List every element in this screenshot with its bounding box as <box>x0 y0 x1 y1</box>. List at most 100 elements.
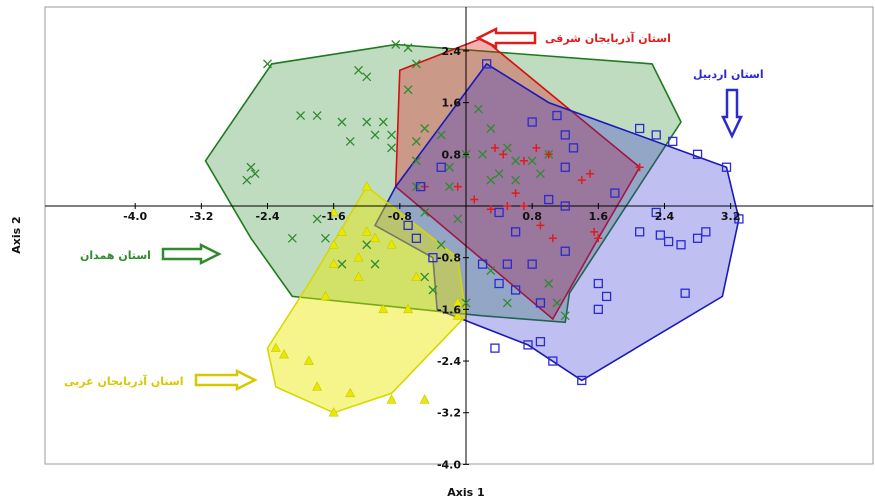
data-point-series-2 <box>560 130 570 140</box>
data-point-series-0 <box>511 156 521 166</box>
data-point-series-0 <box>420 124 430 133</box>
data-point-series-2 <box>701 227 711 237</box>
x-axis-title: Axis 1 <box>447 486 484 499</box>
data-point-series-1 <box>490 143 499 152</box>
data-point-series-1 <box>577 176 586 185</box>
y-tick-label: -1.6 <box>437 303 461 316</box>
data-point-series-0 <box>502 143 512 153</box>
y-tick-label: 1.6 <box>442 97 462 110</box>
data-point-series-0 <box>403 85 413 95</box>
data-point-series-0 <box>544 279 554 288</box>
data-point-series-2 <box>436 162 446 172</box>
data-point-series-3 <box>370 232 381 243</box>
data-point-series-0 <box>391 40 401 49</box>
arrow-down-icon <box>721 88 743 139</box>
data-point-series-3 <box>328 258 339 268</box>
data-point-series-1 <box>536 221 545 230</box>
data-point-series-2 <box>560 201 570 211</box>
data-point-series-0 <box>296 111 306 121</box>
data-point-series-0 <box>387 130 397 140</box>
data-point-series-2 <box>544 194 554 205</box>
y-tick-label: 0.8 <box>442 148 462 161</box>
data-point-series-3 <box>378 303 389 314</box>
data-point-series-0 <box>436 240 446 250</box>
data-point-series-0 <box>403 43 413 53</box>
annotation-west-azerbaijan: استان آذربایجان غربی <box>64 368 258 392</box>
data-point-series-0 <box>370 259 380 269</box>
data-point-series-0 <box>511 175 521 185</box>
data-point-series-0 <box>250 169 260 179</box>
data-point-series-2 <box>494 207 504 218</box>
data-point-series-2 <box>477 259 488 269</box>
data-point-series-2 <box>535 337 546 347</box>
data-point-series-3 <box>353 271 364 281</box>
annotation-label: استان آذربایجان شرقی <box>545 31 671 45</box>
data-point-series-2 <box>635 227 645 237</box>
data-point-series-0 <box>436 130 446 140</box>
data-point-series-2 <box>560 246 570 256</box>
data-point-series-1 <box>503 202 512 210</box>
data-point-series-2 <box>527 259 537 269</box>
data-point-series-3 <box>328 206 339 217</box>
data-point-series-0 <box>312 111 322 121</box>
data-point-series-1 <box>594 234 603 243</box>
data-point-series-3 <box>353 252 364 262</box>
data-point-series-2 <box>482 59 492 69</box>
data-point-series-2 <box>552 110 562 121</box>
data-point-series-0 <box>473 104 483 114</box>
data-point-series-2 <box>490 343 500 353</box>
data-point-series-2 <box>568 143 579 153</box>
data-point-series-0 <box>362 240 372 250</box>
x-tick-label: 1.6 <box>589 210 609 223</box>
data-point-series-0 <box>370 130 380 140</box>
data-point-series-1 <box>586 169 595 178</box>
data-point-series-3 <box>345 387 356 398</box>
data-point-series-3 <box>361 226 372 236</box>
data-point-series-2 <box>510 285 521 295</box>
data-point-series-0 <box>486 175 496 185</box>
data-point-series-0 <box>445 162 454 172</box>
data-point-series-0 <box>552 298 562 308</box>
data-point-series-2 <box>593 278 603 289</box>
data-point-series-0 <box>337 259 347 269</box>
data-point-series-1 <box>635 163 644 172</box>
data-point-series-2 <box>651 207 661 218</box>
data-point-series-2 <box>721 162 732 172</box>
data-point-series-2 <box>494 278 504 289</box>
data-point-series-2 <box>635 123 645 134</box>
data-point-series-1 <box>511 189 520 198</box>
data-point-series-3 <box>336 226 347 236</box>
data-point-series-2 <box>734 214 744 224</box>
axis-ticks: -4.0 -3.2 -2.4 -1.6 -0.8 0.8 1.6 2.4 3.2 2.4 1.6 0.… <box>123 45 740 471</box>
data-point-series-3 <box>452 310 463 320</box>
data-point-series-0 <box>320 233 330 243</box>
data-point-series-2 <box>502 259 513 269</box>
data-point-series-0 <box>445 182 454 192</box>
data-point-series-3 <box>386 239 397 249</box>
data-point-series-2 <box>692 149 703 159</box>
x-tick-label: -1.6 <box>322 210 346 223</box>
data-point-series-0 <box>242 175 252 185</box>
data-point-series-1 <box>548 234 557 243</box>
data-point-series-1 <box>519 156 528 165</box>
data-point-series-1 <box>532 143 541 152</box>
arrow-left-icon <box>475 26 537 50</box>
data-point-series-2 <box>403 220 413 231</box>
data-point-series-2 <box>692 233 703 243</box>
data-point-series-0 <box>411 136 421 146</box>
data-point-series-2 <box>415 181 426 192</box>
data-point-series-1 <box>486 205 495 214</box>
data-point-series-2 <box>535 298 546 308</box>
data-point-series-3 <box>279 348 290 359</box>
data-point-series-3 <box>312 381 323 391</box>
annotation-hamedan: استان همدان <box>80 242 222 266</box>
data-point-series-3 <box>411 271 422 281</box>
data-point-series-0 <box>337 117 347 127</box>
data-point-series-3 <box>303 355 314 365</box>
data-point-series-2 <box>411 233 422 243</box>
data-point-series-0 <box>362 117 372 127</box>
x-tick-label: 3.2 <box>721 210 741 223</box>
x-tick-label: -4.0 <box>123 210 147 223</box>
data-point-series-2 <box>510 227 521 237</box>
